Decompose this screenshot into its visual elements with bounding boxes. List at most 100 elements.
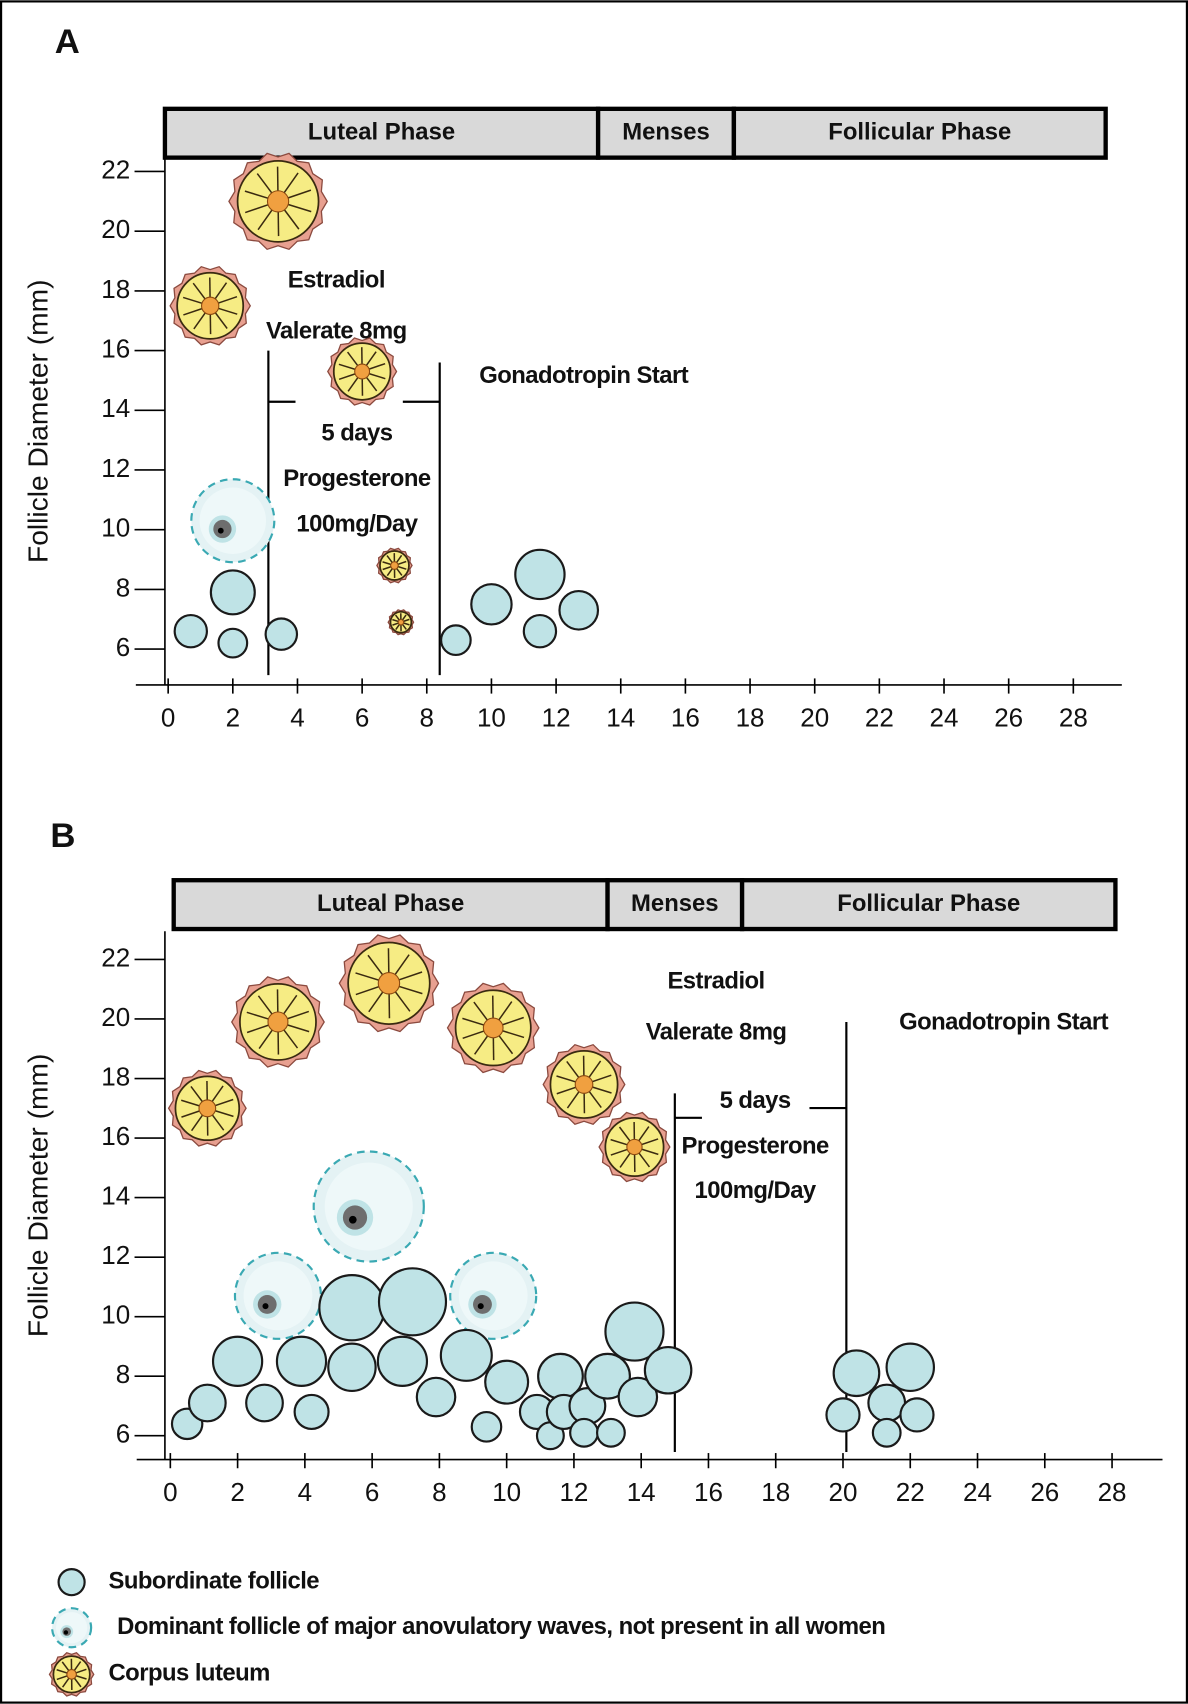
x-tick-label: 18 — [736, 703, 765, 733]
corpus-luteum — [598, 1111, 671, 1183]
x-tick-label: 24 — [930, 703, 959, 733]
luteum-fold — [193, 310, 208, 330]
luteum-fold — [364, 375, 378, 392]
luteum-core — [377, 972, 401, 995]
y-tick-label: 22 — [101, 942, 130, 972]
phase-box — [731, 106, 1108, 160]
x-tick-label: 2 — [230, 1477, 244, 1507]
follicle-shape — [275, 1335, 328, 1387]
subordinate — [470, 583, 513, 626]
luteum-core — [198, 1099, 217, 1118]
luteum-fold — [281, 206, 300, 230]
y-tick-label: 8 — [116, 1359, 130, 1389]
subordinate — [217, 627, 249, 659]
corpus-luteum — [542, 1043, 626, 1125]
subordinate — [327, 1342, 377, 1393]
luteum-fold — [355, 984, 383, 996]
luteum-fold — [257, 995, 275, 1017]
luteum-fold — [183, 307, 205, 316]
follicle-shape — [522, 613, 558, 649]
y-tick-label: 12 — [101, 453, 130, 483]
subordinate — [440, 624, 472, 657]
follicle-shape — [57, 1568, 86, 1597]
x-tick-label: 26 — [1030, 1477, 1059, 1507]
x-tick-label: 8 — [420, 703, 434, 733]
subordinate — [569, 1417, 599, 1448]
y-tick-label: 16 — [101, 1121, 130, 1151]
corpus-luteum — [387, 609, 415, 636]
subordinate — [211, 1335, 264, 1387]
luteum-fold — [215, 295, 238, 305]
follicle-shape — [604, 1301, 665, 1362]
annotation: Estradiol — [667, 967, 764, 994]
luteum-core — [574, 1075, 594, 1094]
x-tick-label: 20 — [829, 1477, 858, 1507]
luteum-fold — [61, 1676, 71, 1688]
luteum-fold — [395, 984, 423, 995]
x-tick-label: 20 — [800, 703, 829, 733]
x-tick-label: 12 — [542, 703, 571, 733]
x-tick-label: 4 — [298, 1477, 312, 1507]
luteum-fold — [190, 1085, 205, 1105]
luteum-core — [390, 561, 399, 570]
follicle-shape — [584, 1352, 631, 1400]
luteum-fold — [566, 1088, 582, 1109]
luteum-fold — [212, 282, 228, 302]
x-tick-label: 2 — [226, 703, 240, 733]
nucleus — [477, 1303, 484, 1310]
luteum-fold — [246, 1023, 272, 1034]
x-tick-label: 10 — [492, 1477, 521, 1507]
luteum-fold — [244, 190, 272, 200]
luteum-fold — [610, 1147, 630, 1156]
x-tick-label: 28 — [1059, 703, 1088, 733]
follicle-shape — [173, 613, 208, 649]
subordinate — [643, 1345, 693, 1395]
x-tick-label: 22 — [865, 703, 894, 733]
luteum-core — [397, 618, 405, 626]
x-tick-label: 12 — [559, 1477, 588, 1507]
corpus-luteum — [230, 976, 325, 1068]
legend-label: Subordinate follicle — [108, 1567, 319, 1594]
luteum-fold — [364, 351, 377, 368]
luteum-fold — [284, 1010, 310, 1021]
luteum-fold — [284, 189, 312, 200]
subordinate — [293, 1393, 330, 1430]
annotation: 100mg/Day — [695, 1177, 817, 1204]
luteum-fold — [56, 1669, 69, 1675]
annotation: Valerate 8mg — [646, 1018, 787, 1045]
phase-label: Luteal Phase — [308, 119, 455, 146]
annotation: Valerate 8mg — [266, 318, 407, 345]
x-tick-label: 4 — [290, 703, 304, 733]
annotation: Gonadotropin Start — [899, 1009, 1109, 1036]
dominant — [233, 1251, 323, 1340]
annotation: Progesterone — [681, 1132, 829, 1159]
luteum-fold — [639, 1138, 659, 1147]
y-tick-label: 10 — [101, 1300, 130, 1330]
subordinate — [484, 1359, 530, 1405]
corpus-luteum — [327, 337, 398, 406]
luteum-fold — [338, 372, 358, 381]
subordinate — [245, 1383, 284, 1423]
annotation: 5 days — [720, 1087, 791, 1114]
luteum-fold — [392, 954, 410, 978]
luteum-fold — [281, 994, 298, 1017]
subordinate — [832, 1349, 881, 1398]
follicle-shape — [209, 569, 256, 616]
luteum-fold — [556, 1085, 579, 1095]
y-tick-label: 18 — [101, 274, 130, 304]
follicle-shape — [470, 1410, 503, 1443]
x-tick-label: 0 — [163, 1477, 177, 1507]
subordinate — [439, 1328, 493, 1382]
subordinate — [595, 1417, 626, 1448]
corpus-luteum — [338, 934, 440, 1033]
follicle-shape — [439, 1328, 493, 1382]
subordinate — [871, 1417, 902, 1448]
phase-box — [739, 878, 1118, 932]
corpus-luteum — [169, 265, 252, 346]
luteum-fold — [499, 1029, 525, 1039]
luteum-fold — [556, 1075, 579, 1084]
corpus-luteum — [446, 982, 540, 1074]
x-tick-label: 28 — [1098, 1477, 1127, 1507]
luteum-fold — [192, 282, 208, 302]
